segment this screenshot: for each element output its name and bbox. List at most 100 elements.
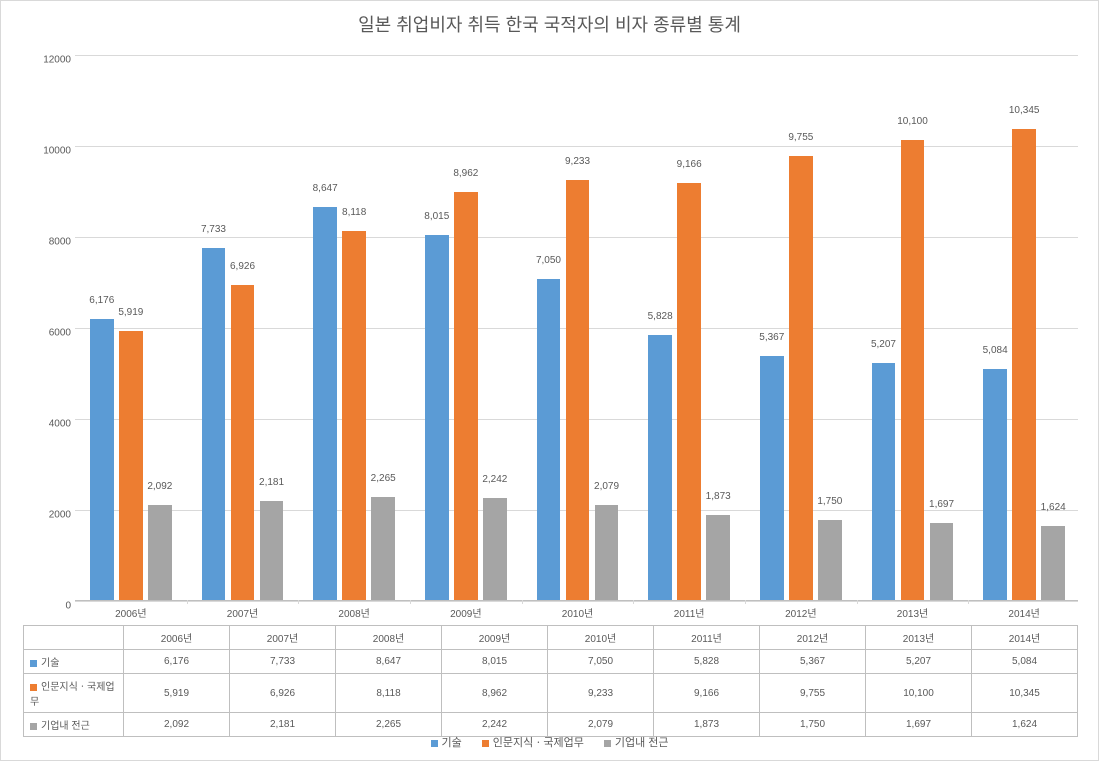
data-table: 2006년2007년2008년2009년2010년2011년2012년2013년… — [23, 625, 1078, 737]
x-axis-category-label: 2007년 — [227, 605, 258, 620]
bar-value-label: 2,092 — [147, 481, 172, 492]
x-axis-category-row: 2006년2007년2008년2009년2010년2011년2012년2013년… — [75, 601, 1078, 623]
bar-value-label: 6,926 — [230, 261, 255, 272]
table-cell: 2,265 — [336, 713, 442, 737]
bar-series-2 — [706, 515, 730, 600]
x-axis-category-label: 2012년 — [785, 605, 816, 620]
table-cell: 1,624 — [972, 713, 1078, 737]
table-cell: 1,750 — [760, 713, 866, 737]
bar-value-label: 2,181 — [259, 477, 284, 488]
bar-series-1 — [342, 231, 366, 600]
chart-title: 일본 취업비자 취득 한국 국적자의 비자 종류별 통계 — [1, 1, 1098, 43]
bar-series-1 — [901, 140, 925, 600]
bar-value-label: 5,084 — [983, 345, 1008, 356]
table-cell: 7,050 — [548, 650, 654, 674]
table-cell: 5,828 — [654, 650, 760, 674]
table-col-header: 2008년 — [336, 626, 442, 650]
bar-value-label: 1,750 — [817, 496, 842, 507]
legend-item: 기술 — [431, 734, 462, 750]
legend-item: 기업내 전근 — [604, 734, 669, 750]
table-corner — [24, 626, 124, 650]
series-swatch-icon — [30, 723, 37, 730]
y-axis-tick: 4000 — [49, 419, 71, 430]
gridline — [75, 146, 1078, 147]
table-cell: 5,367 — [760, 650, 866, 674]
table-cell: 8,118 — [336, 674, 442, 713]
bar-value-label: 8,118 — [342, 207, 366, 218]
x-axis-category-label: 2014년 — [1008, 605, 1039, 620]
table-row: 기술6,1767,7338,6478,0157,0505,8285,3675,2… — [24, 650, 1078, 674]
table-col-header: 2012년 — [760, 626, 866, 650]
bar-value-label: 8,647 — [313, 183, 338, 194]
bar-series-2 — [260, 501, 284, 600]
table-col-header: 2009년 — [442, 626, 548, 650]
bar-value-label: 1,624 — [1041, 502, 1066, 513]
table-cell: 9,233 — [548, 674, 654, 713]
bar-value-label: 10,345 — [1009, 105, 1040, 116]
bar-value-label: 7,733 — [201, 224, 226, 235]
bar-series-0 — [313, 207, 337, 600]
table-cell: 6,176 — [124, 650, 230, 674]
bar-value-label: 9,166 — [677, 159, 702, 170]
table-cell: 2,092 — [124, 713, 230, 737]
bar-value-label: 2,242 — [482, 474, 507, 485]
series-swatch-icon — [30, 684, 37, 691]
table-cell: 8,962 — [442, 674, 548, 713]
y-axis-tick: 0 — [65, 601, 71, 612]
legend: 기술 인문지식ㆍ국제업무 기업내 전근 — [1, 734, 1098, 750]
bar-series-0 — [202, 248, 226, 600]
table-cell: 1,697 — [866, 713, 972, 737]
table-col-header: 2014년 — [972, 626, 1078, 650]
bar-series-1 — [119, 331, 143, 600]
bar-value-label: 2,265 — [371, 473, 396, 484]
series-row-label: 기술 — [41, 658, 59, 669]
table-row-header: 인문지식ㆍ국제업무 — [24, 674, 124, 713]
bar-series-2 — [818, 520, 842, 600]
table-cell: 5,084 — [972, 650, 1078, 674]
bar-series-1 — [789, 156, 813, 600]
bar-series-2 — [483, 498, 507, 600]
bar-series-0 — [983, 369, 1007, 600]
table-cell: 2,242 — [442, 713, 548, 737]
bar-series-1 — [454, 192, 478, 600]
bar-value-label: 1,697 — [929, 499, 954, 510]
bar-value-label: 1,873 — [706, 491, 731, 502]
series-row-label: 기업내 전근 — [41, 721, 90, 732]
bar-series-2 — [1041, 526, 1065, 600]
table-cell: 2,079 — [548, 713, 654, 737]
table-cell: 9,755 — [760, 674, 866, 713]
x-axis-category-label: 2010년 — [562, 605, 593, 620]
legend-label: 기업내 전근 — [615, 737, 669, 749]
table-row-header: 기업내 전근 — [24, 713, 124, 737]
x-axis-category-label: 2009년 — [450, 605, 481, 620]
bar-series-2 — [930, 523, 954, 600]
bar-value-label: 8,015 — [424, 211, 449, 222]
table-cell: 8,015 — [442, 650, 548, 674]
bar-value-label: 7,050 — [536, 255, 561, 266]
bar-value-label: 9,233 — [565, 156, 590, 167]
gridline — [75, 55, 1078, 56]
bar-value-label: 6,176 — [89, 295, 114, 306]
table-cell: 10,345 — [972, 674, 1078, 713]
bar-series-1 — [677, 183, 701, 600]
y-axis-tick: 12000 — [43, 55, 71, 66]
table-col-header: 2011년 — [654, 626, 760, 650]
bar-value-label: 5,828 — [648, 311, 673, 322]
bar-value-label: 2,079 — [594, 481, 619, 492]
chart-plot-area: 020004000600080001000012000 6,1765,9192,… — [75, 55, 1078, 601]
bar-series-0 — [648, 335, 672, 600]
legend-label: 인문지식ㆍ국제업무 — [493, 737, 584, 749]
bar-series-0 — [760, 356, 784, 600]
x-axis-category-label: 2008년 — [338, 605, 369, 620]
table-row-header: 기술 — [24, 650, 124, 674]
legend-swatch-icon — [431, 740, 438, 747]
x-axis-category-label: 2013년 — [897, 605, 928, 620]
y-axis-tick: 2000 — [49, 510, 71, 521]
bar-series-1 — [231, 285, 255, 600]
bar-value-label: 8,962 — [453, 168, 478, 179]
legend-label: 기술 — [442, 737, 462, 749]
table-col-header: 2013년 — [866, 626, 972, 650]
bar-series-2 — [595, 505, 619, 600]
series-row-label: 인문지식ㆍ국제업무 — [30, 682, 115, 708]
table-cell: 5,207 — [866, 650, 972, 674]
